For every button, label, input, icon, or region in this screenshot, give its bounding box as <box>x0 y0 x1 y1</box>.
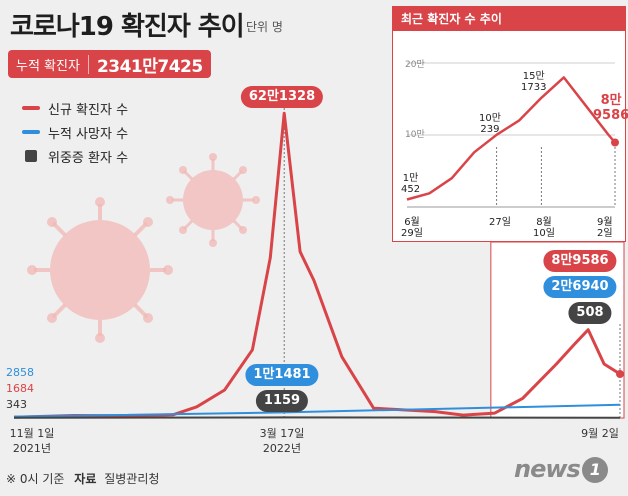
inset-series-line <box>406 76 616 201</box>
legend-label-deaths: 누적 사망자 수 <box>48 126 129 142</box>
inset-x-1: 27일 <box>489 217 511 228</box>
x-tick-mid-date: 3월 17일 <box>259 427 305 440</box>
inset-label-start-text: 1만 452 <box>401 173 421 195</box>
logo-number-icon: 1 <box>581 457 608 483</box>
start-severe-value: 343 <box>6 398 27 411</box>
mid-severe-pill: 1159 <box>255 390 309 412</box>
inset-panel: 최근 확진자 수 추이 20만 10만 1만 452 10만 239 15만 1… <box>392 6 628 242</box>
legend-item-cases: 신규 확진자 수 <box>22 96 128 120</box>
x-tick-start-year: 2021년 <box>12 442 52 455</box>
deaths-swatch <box>22 130 40 134</box>
inset-x-1-text: 27일 <box>489 217 511 228</box>
inset-x-3: 9월 2일 <box>597 217 613 239</box>
source-label: 자료 <box>74 472 97 486</box>
inset-label-27-text: 10만 239 <box>479 113 501 135</box>
severe-swatch <box>25 150 37 162</box>
logo-text: news <box>514 455 581 483</box>
mid-deaths-pill: 1만1481 <box>245 364 319 386</box>
virus-small-icon <box>166 153 260 247</box>
series-line-1 <box>13 403 621 418</box>
cumulative-cases-value: 2341만7425 <box>96 56 203 77</box>
inset-chart <box>406 62 619 208</box>
inset-label-latest-text: 8만 9586 <box>593 93 628 123</box>
start-deaths-value: 2858 <box>6 366 34 379</box>
x-tick-start-date: 11월 1일 <box>9 427 55 440</box>
inset-x-2-text: 8월 10일 <box>533 217 555 239</box>
inset-label-start: 1만 452 <box>401 173 420 195</box>
cases-swatch <box>22 106 40 110</box>
source-name: 질병관리청 <box>104 472 160 486</box>
inset-label-peak-text: 15만 1733 <box>521 71 547 93</box>
virus-large-icon <box>27 197 173 343</box>
legend-label-severe: 위중증 환자 수 <box>48 150 129 166</box>
inset-grid-label-20man: 20만 <box>405 60 425 70</box>
inset-x-2: 8월 10일 <box>533 217 555 239</box>
legend: 신규 확진자 수 누적 사망자 수 위중증 환자 수 <box>22 96 128 168</box>
x-tick-mid: 3월 17일 2022년 <box>260 426 305 456</box>
legend-item-severe: 위중증 환자 수 <box>22 144 128 168</box>
inset-grid-label-10man: 10만 <box>405 130 425 140</box>
x-tick-end: 9월 2일 <box>581 426 619 441</box>
source-line: ※ 0시 기준 자료 질병관리청 <box>6 470 159 487</box>
news1-logo: news 1 <box>514 455 608 483</box>
inset-label-27: 10만 239 <box>479 113 501 135</box>
inset-latest-point <box>611 138 619 147</box>
legend-label-cases: 신규 확진자 수 <box>48 102 129 118</box>
legend-item-deaths: 누적 사망자 수 <box>22 120 128 144</box>
inset-x-0: 6월 29일 <box>401 217 423 239</box>
inset-x-3-text: 9월 2일 <box>597 217 613 239</box>
latest-cases-point <box>616 370 624 379</box>
inset-title: 최근 확진자 수 추이 <box>393 7 625 31</box>
x-tick-start: 11월 1일 2021년 <box>10 426 55 456</box>
x-tick-end-date: 9월 2일 <box>581 427 619 440</box>
page-title: 코로나19 확진자 추이 <box>10 12 245 42</box>
inset-label-latest: 8만 9586 <box>593 93 628 123</box>
unit-label: 단위 명 <box>246 20 283 34</box>
peak-cases-pill: 62만1328 <box>240 86 324 108</box>
series-line-0 <box>13 111 621 419</box>
inset-x-0-text: 6월 29일 <box>401 217 423 239</box>
x-tick-mid-year: 2022년 <box>262 442 302 455</box>
inset-label-peak: 15만 1733 <box>521 71 546 93</box>
cumulative-cases-box: 누적 확진자 2341만7425 <box>8 50 211 78</box>
latest-severe-pill: 508 <box>568 302 612 324</box>
source-note: ※ 0시 기준 <box>6 472 65 486</box>
latest-deaths-pill: 2만6940 <box>543 276 617 298</box>
start-cases-value: 1684 <box>6 382 34 395</box>
latest-cases-pill: 8만9586 <box>543 250 617 272</box>
cumulative-cases-label: 누적 확진자 <box>8 54 89 74</box>
